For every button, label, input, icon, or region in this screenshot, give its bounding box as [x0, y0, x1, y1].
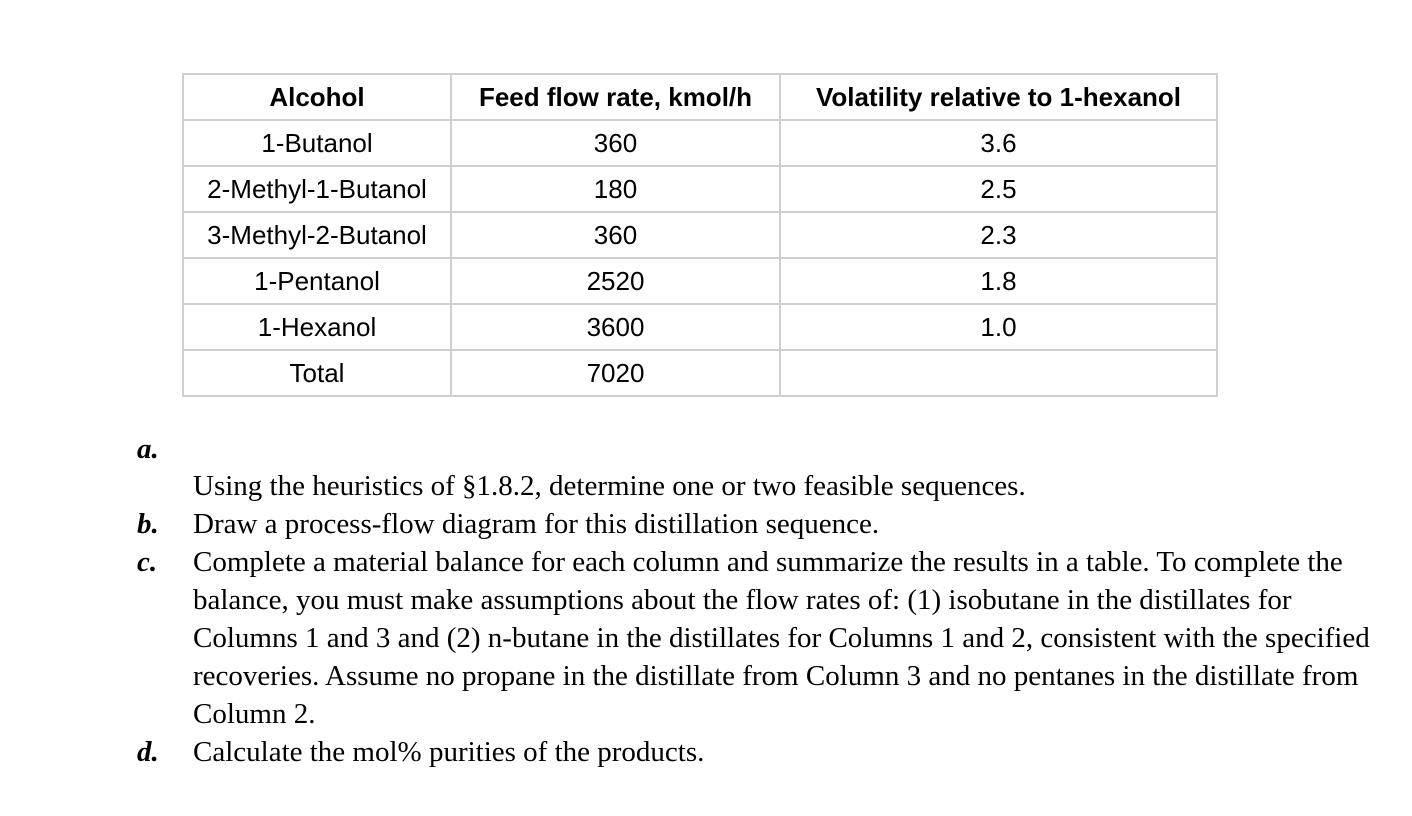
table-row: 1-Butanol 360 3.6	[182, 119, 1218, 167]
cell-alcohol: 3-Methyl-2-Butanol	[182, 211, 452, 259]
question-text: Complete a material balance for each col…	[193, 546, 1370, 730]
cell-feed-flow: 3600	[450, 303, 781, 351]
question-letter: a.	[137, 433, 159, 465]
cell-feed-flow: 360	[450, 211, 781, 259]
cell-volatility: 3.6	[779, 119, 1218, 167]
question-text: Calculate the mol% purities of the produ…	[193, 736, 705, 768]
header-feed-flow-rate: Feed flow rate, kmol/h	[450, 73, 781, 121]
cell-volatility: 2.3	[779, 211, 1218, 259]
table-row: 3-Methyl-2-Butanol 360 2.3	[182, 211, 1218, 259]
alcohol-feed-table: Alcohol Feed flow rate, kmol/h Volatilit…	[182, 73, 1218, 397]
question-text: Using the heuristics of §1.8.2, determin…	[193, 470, 1026, 502]
table-row: 2-Methyl-1-Butanol 180 2.5	[182, 165, 1218, 213]
question-text: Draw a process-flow diagram for this dis…	[193, 508, 880, 540]
cell-alcohol: 1-Butanol	[182, 119, 452, 167]
question-letter: b.	[137, 508, 159, 540]
table-row: 1-Pentanol 2520 1.8	[182, 257, 1218, 305]
cell-volatility: 2.5	[779, 165, 1218, 213]
cell-feed-flow: 2520	[450, 257, 781, 305]
header-alcohol: Alcohol	[182, 73, 452, 121]
cell-alcohol: 1-Pentanol	[182, 257, 452, 305]
question-letter: d.	[137, 736, 159, 768]
cell-feed-flow: 360	[450, 119, 781, 167]
cell-alcohol: 2-Methyl-1-Butanol	[182, 165, 452, 213]
cell-total-label: Total	[182, 349, 452, 397]
table-header-row: Alcohol Feed flow rate, kmol/h Volatilit…	[182, 73, 1218, 121]
table-row: 1-Hexanol 3600 1.0	[182, 303, 1218, 351]
cell-volatility: 1.8	[779, 257, 1218, 305]
question-letter: c.	[137, 546, 158, 578]
cell-volatility: 1.0	[779, 303, 1218, 351]
cell-feed-flow: 180	[450, 165, 781, 213]
header-relative-volatility: Volatility relative to 1-hexanol	[779, 73, 1218, 121]
table-total-row: Total 7020	[182, 349, 1218, 397]
cell-total-volatility	[779, 349, 1218, 397]
cell-alcohol: 1-Hexanol	[182, 303, 452, 351]
cell-total-feed-flow: 7020	[450, 349, 781, 397]
